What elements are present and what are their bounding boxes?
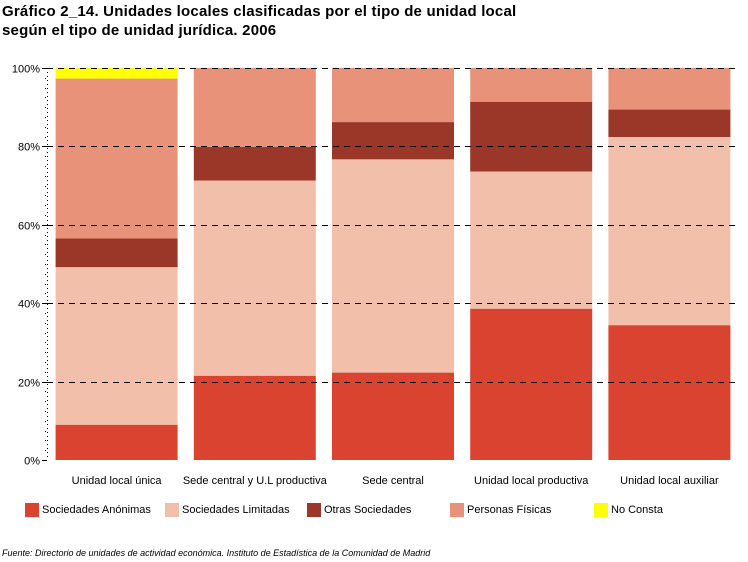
- legend-swatch: [450, 503, 464, 517]
- bar-segment: [470, 101, 593, 172]
- y-tick-label: 20%: [18, 378, 40, 390]
- legend-item: No Consta: [594, 500, 663, 520]
- bar-segment: [470, 68, 593, 102]
- legend-swatch: [165, 503, 179, 517]
- bar-segment: [332, 122, 454, 160]
- bar-segment: [193, 375, 316, 460]
- bar-segment: [193, 180, 316, 376]
- bar-segment: [332, 372, 454, 460]
- legend-item: Sociedades Anónimas: [25, 500, 151, 520]
- y-tick-label: 60%: [18, 221, 40, 233]
- chart-title: Gráfico 2_14. Unidades locales clasifica…: [2, 2, 516, 40]
- y-tick-label: 40%: [18, 299, 40, 311]
- x-tick-label: Sede central: [362, 475, 424, 487]
- y-tick-label: 100%: [12, 64, 40, 76]
- stacked-bar-chart: Unidad local única Sede central y U.L pro…: [12, 64, 738, 487]
- x-tick-label: Unidad local productiva: [474, 475, 589, 487]
- legend-label: Personas Físicas: [467, 504, 552, 516]
- legend-item: Personas Físicas: [450, 500, 551, 520]
- bar-segment: [55, 424, 178, 460]
- bar-segment: [470, 171, 593, 309]
- bar-segment: [55, 267, 178, 425]
- bar-segment: [608, 136, 731, 326]
- chart-title-line2: según el tipo de unidad jurídica. 2006: [2, 22, 277, 39]
- legend-label: Sociedades Anónimas: [42, 504, 151, 516]
- chart-title-line1: Gráfico 2_14. Unidades locales clasifica…: [2, 3, 517, 20]
- bar-segment: [55, 238, 178, 268]
- x-tick-label: Unidad local auxiliar: [620, 475, 719, 487]
- legend-label: No Consta: [611, 504, 663, 516]
- legend-item: Sociedades Limitadas: [165, 500, 290, 520]
- bar-segment: [470, 308, 593, 460]
- x-tick-label: Sede central y U.L productiva: [183, 475, 328, 487]
- bar-segment: [608, 109, 731, 137]
- bar-segment: [55, 68, 178, 79]
- legend-label: Sociedades Limitadas: [182, 504, 290, 516]
- bar-segment: [332, 159, 454, 373]
- bar-segment: [193, 146, 316, 181]
- legend-swatch: [594, 503, 608, 517]
- legend-item: Otras Sociedades: [307, 500, 411, 520]
- y-tick-label: 0%: [24, 456, 40, 468]
- legend-label: Otras Sociedades: [324, 504, 412, 516]
- legend-swatch: [307, 503, 321, 517]
- bar-segment: [193, 68, 316, 147]
- bar-segment: [55, 78, 178, 239]
- bar-segment: [332, 68, 454, 123]
- bar-segment: [608, 68, 731, 110]
- bar-segment: [608, 325, 731, 460]
- source-note: Fuente: Directorio de unidades de activi…: [2, 548, 431, 558]
- x-tick-label: Unidad local única: [72, 475, 163, 487]
- legend-swatch: [25, 503, 39, 517]
- y-tick-label: 80%: [18, 142, 40, 154]
